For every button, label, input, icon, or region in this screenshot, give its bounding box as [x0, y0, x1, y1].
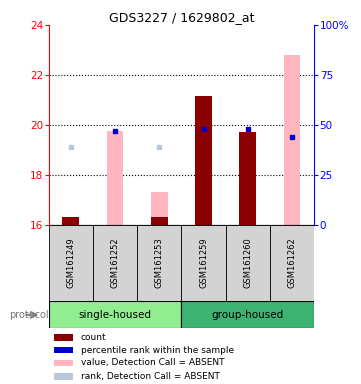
- Bar: [226, 225, 270, 301]
- Title: GDS3227 / 1629802_at: GDS3227 / 1629802_at: [109, 11, 254, 24]
- Bar: [137, 225, 181, 301]
- Bar: [182, 301, 314, 328]
- Text: rank, Detection Call = ABSENT: rank, Detection Call = ABSENT: [81, 372, 219, 381]
- Bar: [49, 225, 93, 301]
- Text: protocol: protocol: [9, 310, 49, 320]
- Bar: [151, 217, 168, 225]
- Text: single-housed: single-housed: [79, 310, 152, 320]
- Text: GSM161260: GSM161260: [243, 238, 252, 288]
- Text: percentile rank within the sample: percentile rank within the sample: [81, 346, 234, 354]
- Text: GSM161262: GSM161262: [287, 238, 296, 288]
- Bar: [195, 96, 212, 225]
- Bar: [54, 373, 73, 380]
- Text: GSM161253: GSM161253: [155, 238, 164, 288]
- Text: GSM161249: GSM161249: [66, 238, 75, 288]
- Bar: [49, 301, 181, 328]
- Text: count: count: [81, 333, 106, 342]
- Text: GSM161252: GSM161252: [110, 238, 119, 288]
- Text: group-housed: group-housed: [212, 310, 284, 320]
- Text: GSM161259: GSM161259: [199, 238, 208, 288]
- Bar: [62, 217, 79, 225]
- Text: value, Detection Call = ABSENT: value, Detection Call = ABSENT: [81, 358, 224, 367]
- Bar: [182, 225, 226, 301]
- Bar: [106, 131, 123, 225]
- Bar: [54, 359, 73, 366]
- Bar: [239, 132, 256, 225]
- Bar: [54, 347, 73, 353]
- Bar: [283, 55, 300, 225]
- Bar: [270, 225, 314, 301]
- Bar: [151, 192, 168, 225]
- Bar: [54, 334, 73, 341]
- Bar: [93, 225, 137, 301]
